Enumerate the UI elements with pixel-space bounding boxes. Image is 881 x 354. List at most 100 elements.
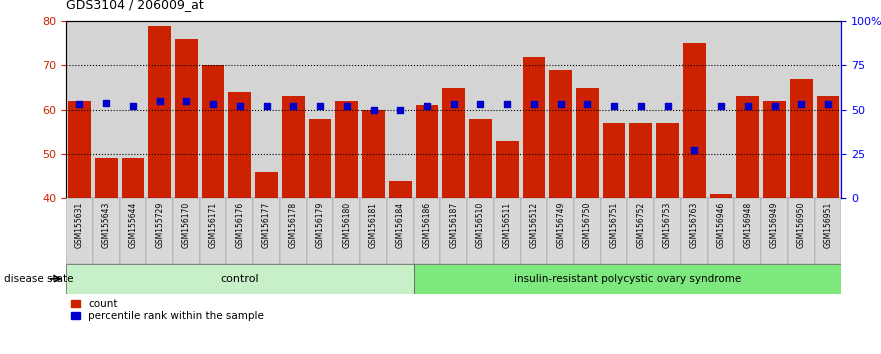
Point [447, 102, 461, 107]
Point [100, 100, 114, 105]
Bar [496, 141, 519, 198]
FancyBboxPatch shape [627, 198, 655, 264]
Bar [387, 21, 413, 198]
Text: GSM155643: GSM155643 [101, 201, 111, 248]
Bar [549, 70, 572, 198]
Bar [710, 194, 732, 198]
Bar [656, 123, 679, 198]
Bar [440, 21, 467, 198]
Text: GSM156948: GSM156948 [744, 201, 752, 248]
Text: GSM156170: GSM156170 [181, 201, 191, 248]
Bar [683, 44, 706, 198]
Bar [148, 26, 171, 198]
Text: GSM156763: GSM156763 [690, 201, 699, 248]
Point [286, 103, 300, 109]
FancyBboxPatch shape [761, 198, 788, 264]
Text: GSM156184: GSM156184 [396, 201, 404, 248]
Bar [228, 92, 251, 198]
Point [527, 102, 541, 107]
Legend: count, percentile rank within the sample: count, percentile rank within the sample [71, 299, 263, 321]
Point [340, 103, 354, 109]
FancyBboxPatch shape [735, 198, 761, 264]
Bar [95, 159, 117, 198]
FancyBboxPatch shape [226, 198, 253, 264]
FancyBboxPatch shape [333, 198, 360, 264]
Point [661, 103, 675, 109]
Bar [66, 21, 93, 198]
Text: GSM156510: GSM156510 [476, 201, 485, 248]
Point [633, 103, 648, 109]
Bar [469, 119, 492, 198]
Bar [280, 21, 307, 198]
Bar [547, 21, 574, 198]
Bar [333, 21, 360, 198]
FancyBboxPatch shape [467, 198, 494, 264]
Bar [255, 172, 278, 198]
Text: GSM156951: GSM156951 [824, 201, 833, 248]
Text: GSM156512: GSM156512 [529, 201, 538, 248]
Point [794, 102, 808, 107]
Point [420, 103, 434, 109]
FancyBboxPatch shape [307, 198, 333, 264]
Text: GSM156949: GSM156949 [770, 201, 779, 248]
Bar [735, 21, 761, 198]
Point [553, 102, 567, 107]
Bar [146, 21, 173, 198]
FancyBboxPatch shape [387, 198, 413, 264]
Bar [522, 57, 545, 198]
FancyBboxPatch shape [413, 198, 440, 264]
Point [473, 102, 487, 107]
Bar [226, 21, 253, 198]
Text: GSM156753: GSM156753 [663, 201, 672, 248]
Point [500, 102, 515, 107]
Text: GSM156511: GSM156511 [503, 201, 512, 248]
Point [152, 98, 167, 104]
Text: GSM156171: GSM156171 [209, 201, 218, 248]
Text: GSM156950: GSM156950 [796, 201, 806, 248]
Text: GSM156177: GSM156177 [262, 201, 271, 248]
FancyBboxPatch shape [66, 198, 93, 264]
Point [581, 102, 595, 107]
Bar [521, 21, 547, 198]
Bar [763, 101, 786, 198]
Text: GSM155631: GSM155631 [75, 201, 84, 248]
Point [366, 107, 381, 113]
FancyBboxPatch shape [413, 264, 841, 294]
Text: GSM156186: GSM156186 [423, 201, 432, 248]
Text: GSM155644: GSM155644 [129, 201, 137, 248]
Bar [574, 21, 601, 198]
FancyBboxPatch shape [788, 198, 815, 264]
Bar [362, 110, 385, 198]
Bar [307, 21, 333, 198]
Bar [442, 88, 465, 198]
Text: GSM155729: GSM155729 [155, 201, 164, 248]
Bar [68, 101, 91, 198]
Text: GSM156178: GSM156178 [289, 201, 298, 248]
Text: control: control [220, 274, 259, 284]
Bar [655, 21, 681, 198]
FancyBboxPatch shape [280, 198, 307, 264]
Bar [601, 21, 627, 198]
FancyBboxPatch shape [440, 198, 467, 264]
Text: GSM156187: GSM156187 [449, 201, 458, 248]
FancyBboxPatch shape [521, 198, 547, 264]
Point [687, 148, 701, 153]
Bar [494, 21, 521, 198]
FancyBboxPatch shape [253, 198, 280, 264]
Text: GSM156946: GSM156946 [716, 201, 726, 248]
Bar [788, 21, 815, 198]
FancyBboxPatch shape [655, 198, 681, 264]
Bar [202, 65, 225, 198]
Point [180, 98, 194, 104]
FancyBboxPatch shape [574, 198, 601, 264]
Bar [790, 79, 812, 198]
Text: GDS3104 / 206009_at: GDS3104 / 206009_at [66, 0, 204, 11]
Bar [389, 181, 411, 198]
Bar [761, 21, 788, 198]
Bar [282, 97, 305, 198]
FancyBboxPatch shape [707, 198, 735, 264]
Text: GSM156751: GSM156751 [610, 201, 618, 248]
Bar [467, 21, 494, 198]
Text: disease state: disease state [4, 274, 74, 284]
Text: GSM156180: GSM156180 [343, 201, 352, 248]
